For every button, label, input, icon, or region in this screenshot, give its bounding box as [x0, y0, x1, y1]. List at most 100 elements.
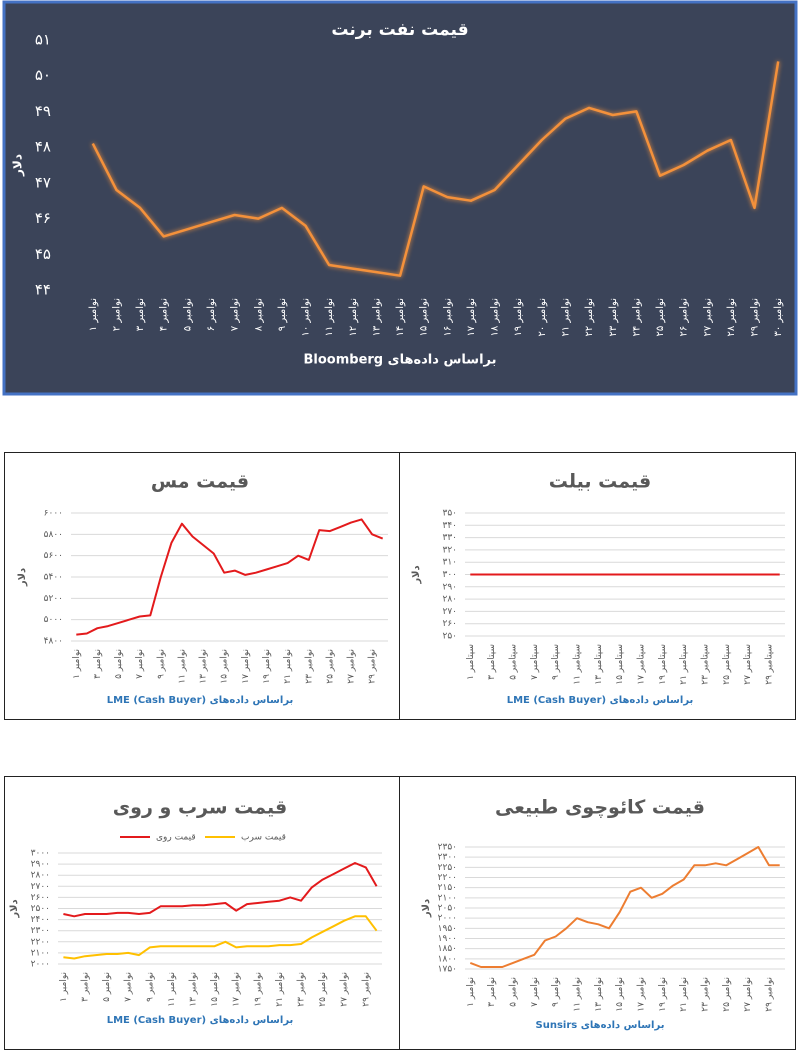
- x-tick-label: ۱ نوامبر: [59, 972, 69, 1002]
- chart-title: قیمت مس: [151, 471, 249, 493]
- y-tick-label: ۲۹۰۰: [31, 860, 50, 870]
- series-line: [63, 862, 378, 918]
- x-axis-label: براساس داده‌های LME (Cash Buyer): [107, 695, 294, 706]
- y-axis-label: دلار: [421, 899, 432, 918]
- x-tick-label: ۲۱ نوامبر: [283, 649, 293, 684]
- y-tick-label: ۲۸۰۰: [31, 871, 50, 881]
- y-tick-label: ۵۰: [35, 66, 51, 84]
- x-tick-label: ۱۰ نوامبر: [301, 298, 312, 337]
- x-tick-label: ۲۷ سپتامبر: [743, 644, 753, 685]
- x-tick-label: ۲۵ نوامبر: [325, 649, 335, 684]
- chart: قیمت بیلت دلار براساس داده‌های LME (Cash B…: [411, 471, 785, 706]
- x-tick-label: ۹ نوامبر: [156, 649, 166, 679]
- x-tick-label: ۲۱ نوامبر: [560, 298, 571, 337]
- x-tick-label: ۵ نوامبر: [509, 977, 519, 1007]
- y-tick-label: ۲۲۰۰: [438, 873, 457, 883]
- x-tick-label: ۴ نوامبر: [159, 298, 170, 331]
- billet-panel: [399, 452, 796, 720]
- x-tick-label: ۲۳ سپتامبر: [701, 644, 711, 685]
- series-line: [469, 846, 780, 968]
- legend-label: قیمت سرب: [241, 833, 286, 843]
- y-tick-label: ۳۵۰: [442, 509, 457, 519]
- x-tick-label: ۲۱ سپتامبر: [679, 644, 689, 685]
- x-tick-label: ۵ نوامبر: [102, 972, 112, 1002]
- x-tick-label: ۳ نوامبر: [93, 649, 103, 679]
- y-tick-label: ۵۴۰۰: [44, 573, 63, 583]
- y-tick-label: ۲۵۰: [442, 632, 457, 642]
- x-tick-label: ۲۵ نوامبر: [722, 977, 732, 1012]
- chart: قیمت کائوچوی طبیعی دلار براساس داده‌های Su…: [421, 797, 785, 1031]
- x-tick-label: ۹ نوامبر: [277, 298, 288, 331]
- x-tick-label: ۱۹ نوامبر: [513, 298, 524, 337]
- x-tick-label: ۲۹ نوامبر: [750, 298, 761, 337]
- x-tick-label: ۱۷ نوامبر: [637, 977, 647, 1012]
- x-tick-label: ۳ نوامبر: [81, 972, 91, 1002]
- y-tick-label: ۲۲۰۰: [31, 937, 50, 947]
- rubber-panel: [399, 776, 796, 1050]
- y-tick-label: ۲۹۰: [442, 582, 457, 592]
- x-tick-label: ۱۳ نوامبر: [189, 972, 199, 1007]
- y-tick-label: ۲۱۰۰: [438, 893, 457, 903]
- x-tick-label: ۱۹ سپتامبر: [658, 644, 668, 685]
- y-tick-label: ۲۳۰۰: [31, 926, 50, 936]
- x-tick-label: ۲۹ سپتامبر: [765, 644, 775, 685]
- y-tick-label: ۴۵: [35, 245, 51, 263]
- x-tick-label: ۳۰ نوامبر: [773, 298, 784, 337]
- x-tick-label: ۶ نوامبر: [206, 298, 217, 331]
- chart-title: قیمت کائوچوی طبیعی: [495, 797, 705, 819]
- chart: قیمت سرب و روی دلار براساس داده‌های LME (C…: [9, 797, 382, 1026]
- y-tick-label: ۵۰۰۰: [44, 615, 63, 625]
- x-tick-label: ۱۷ نوامبر: [232, 972, 242, 1007]
- x-tick-label: ۲۷ نوامبر: [340, 972, 350, 1007]
- x-tick-label: ۲ نوامبر: [111, 298, 122, 331]
- x-tick-label: ۲۳ نوامبر: [701, 977, 711, 1012]
- x-tick-label: ۱۹ نوامبر: [658, 977, 668, 1012]
- y-tick-label: ۴۸: [35, 138, 51, 156]
- x-axis-label: براساس داده‌های LME (Cash Buyer): [507, 695, 694, 706]
- x-tick-label: ۲۵ نوامبر: [655, 298, 666, 337]
- x-tick-label: ۵ سپتامبر: [509, 644, 519, 680]
- x-tick-label: ۱۷ نوامبر: [241, 649, 251, 684]
- y-tick-label: ۵۸۰۰: [44, 530, 63, 540]
- chart-title: قیمت بیلت: [549, 471, 651, 493]
- x-tick-label: ۹ نوامبر: [145, 972, 155, 1002]
- y-tick-label: ۲۲۵۰: [438, 863, 457, 873]
- x-tick-label: ۱۳ نوامبر: [199, 649, 209, 684]
- y-tick-label: ۱۸۰۰: [438, 954, 457, 964]
- x-tick-label: ۲۷ نوامبر: [347, 649, 357, 684]
- y-tick-label: ۲۰۰۰: [31, 960, 50, 970]
- x-tick-label: ۳ سپتامبر: [487, 644, 497, 680]
- x-tick-label: ۲۵ نوامبر: [318, 972, 328, 1007]
- x-tick-label: ۱ نوامبر: [466, 977, 476, 1007]
- y-axis-label: دلار: [17, 568, 28, 587]
- y-axis-label: دلار: [11, 154, 25, 177]
- x-tick-label: ۲۴ نوامبر: [631, 298, 642, 337]
- chart-title: قیمت نفت برنت: [331, 20, 468, 40]
- y-tick-label: ۲۵۰۰: [31, 904, 50, 914]
- x-tick-label: ۱۹ نوامبر: [253, 972, 263, 1007]
- y-tick-label: ۴۷: [35, 173, 51, 191]
- x-tick-label: ۷ نوامبر: [135, 649, 145, 679]
- series-line: [91, 61, 780, 277]
- x-tick-label: ۲۷ نوامبر: [702, 298, 713, 337]
- x-tick-label: ۱۷ نوامبر: [466, 298, 477, 337]
- x-tick-label: ۵ نوامبر: [182, 298, 193, 331]
- series-line: [76, 518, 384, 636]
- x-tick-label: ۱۵ نوامبر: [419, 298, 430, 337]
- y-tick-label: ۲۳۰۰: [438, 853, 457, 863]
- y-tick-label: ۱۸۵۰: [438, 944, 457, 954]
- brent-panel: [2, 0, 798, 396]
- x-tick-label: ۱۴ نوامبر: [395, 298, 406, 337]
- x-tick-label: ۷ نوامبر: [230, 298, 241, 331]
- x-tick-label: ۲۸ نوامبر: [726, 298, 737, 337]
- y-tick-label: ۲۷۰: [442, 607, 457, 617]
- x-tick-label: ۱ نوامبر: [72, 649, 82, 679]
- y-tick-label: ۴۹: [35, 102, 51, 120]
- series-line: [63, 915, 378, 960]
- y-tick-label: ۲۷۰۰: [31, 882, 50, 892]
- x-tick-label: ۳ نوامبر: [487, 977, 497, 1007]
- y-tick-label: ۲۰۵۰: [438, 904, 457, 914]
- x-tick-label: ۱۱ سپتامبر: [573, 644, 583, 685]
